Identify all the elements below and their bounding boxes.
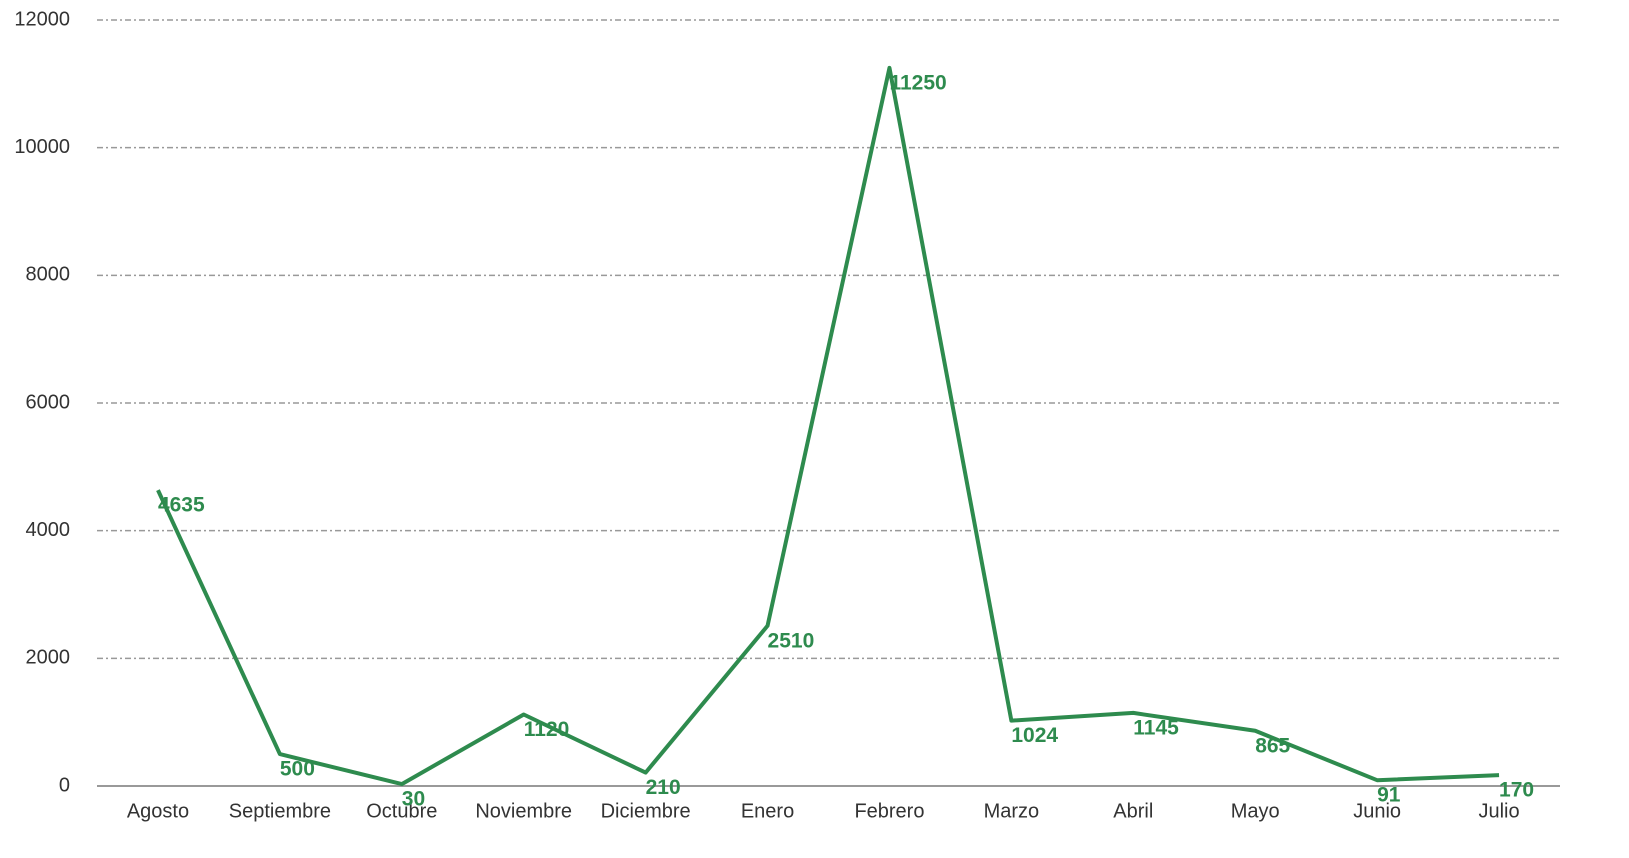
y-tick-label: 2000 xyxy=(26,647,71,669)
x-tick-label: Diciembre xyxy=(601,800,691,822)
data-label: 91 xyxy=(1377,784,1401,807)
x-tick-label: Abril xyxy=(1113,800,1153,822)
data-label: 30 xyxy=(402,788,425,811)
y-tick-label: 12000 xyxy=(14,8,70,30)
data-label: 500 xyxy=(280,758,315,781)
x-tick-label: Enero xyxy=(741,800,794,822)
y-tick-label: 0 xyxy=(59,774,70,796)
x-tick-label: Agosto xyxy=(127,800,189,822)
data-label: 11250 xyxy=(889,71,946,94)
x-tick-label: Septiembre xyxy=(229,800,331,822)
line xyxy=(156,65,1500,787)
x-tick-label: Octubre xyxy=(366,800,437,822)
x-tick-label: Julio xyxy=(1478,800,1519,822)
data-label: 865 xyxy=(1255,734,1290,757)
y-tick-label: 6000 xyxy=(26,391,71,413)
data-label: 4635 xyxy=(158,494,205,517)
data-label: 1024 xyxy=(1011,724,1058,747)
y-tick-label: 10000 xyxy=(14,136,70,158)
y-tick-label: 8000 xyxy=(26,264,71,286)
data-label: 170 xyxy=(1499,779,1534,802)
data-label: 2510 xyxy=(768,629,815,652)
data-label: 210 xyxy=(646,776,681,799)
x-tick-label: Noviembre xyxy=(475,800,572,822)
data-label: 1120 xyxy=(524,718,570,741)
x-tick-label: Marzo xyxy=(984,800,1040,822)
data-label: 1145 xyxy=(1133,716,1179,739)
x-tick-label: Febrero xyxy=(854,800,924,822)
x-tick-label: Junio xyxy=(1353,800,1401,822)
y-tick-label: 4000 xyxy=(26,519,71,541)
x-tick-label: Mayo xyxy=(1231,800,1280,822)
